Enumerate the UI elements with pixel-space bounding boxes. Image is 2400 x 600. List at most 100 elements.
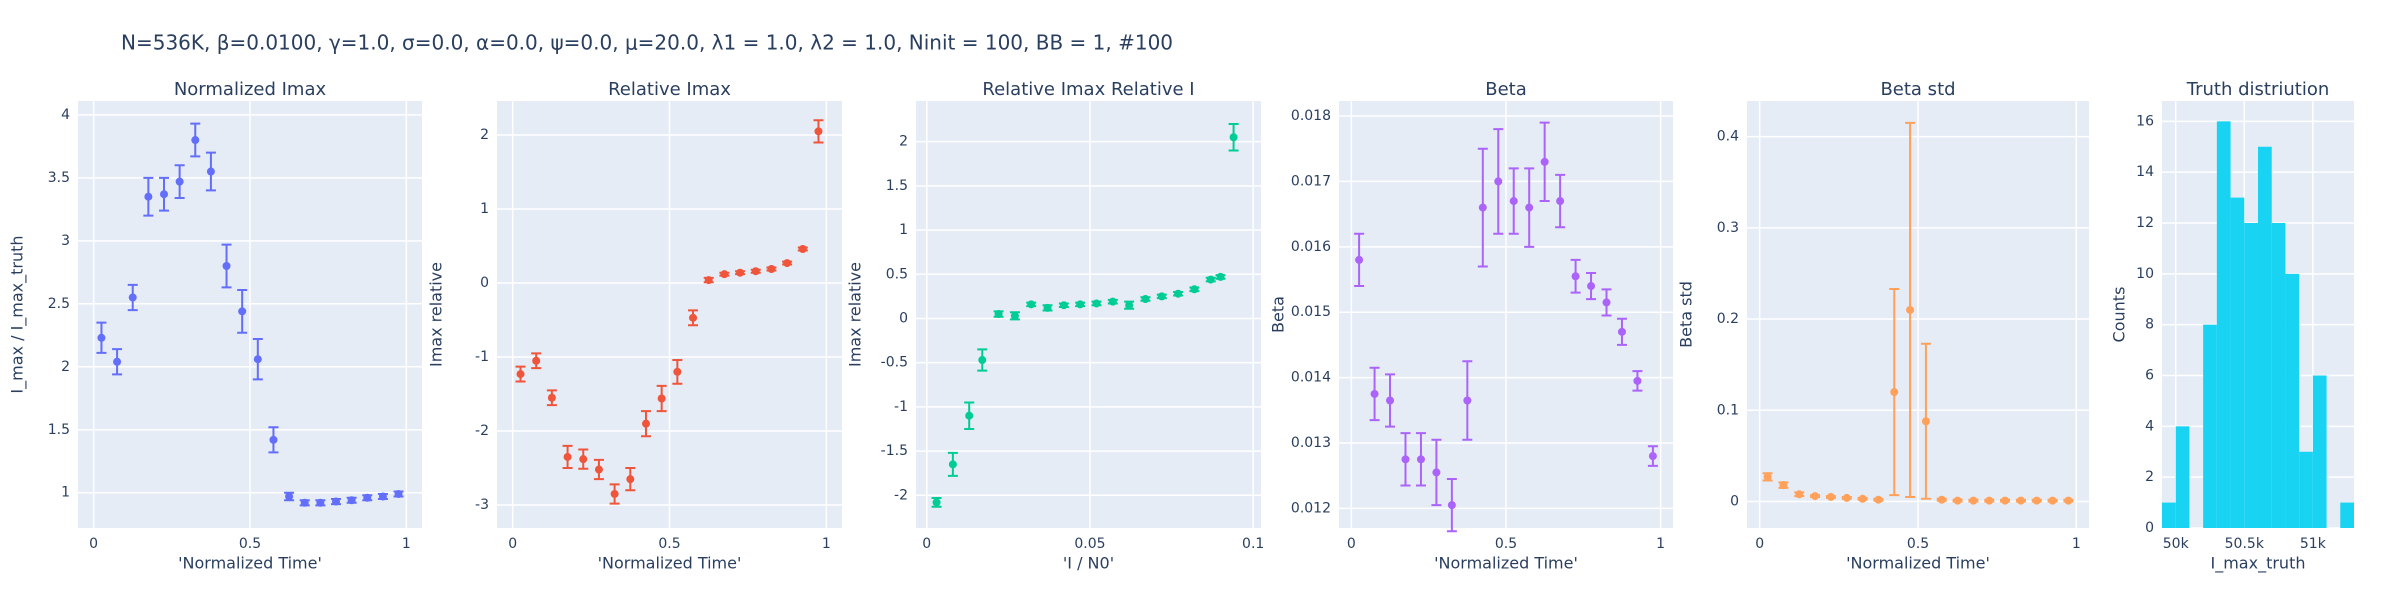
x-axis-title: 'I / N0' [1063, 554, 1114, 573]
point [1141, 295, 1150, 304]
point [1763, 472, 1772, 481]
point [704, 276, 713, 285]
subplot-title: Relative Imax Relative I [982, 79, 1194, 100]
x-tick-label: 0 [922, 536, 931, 552]
bar [2312, 375, 2327, 528]
y-tick-label: 0 [1730, 494, 1739, 510]
point [1633, 376, 1642, 385]
y-tick-label: 0.1 [1717, 402, 1739, 418]
point [2048, 496, 2057, 505]
y-tick-label: 0 [480, 275, 489, 291]
point [948, 460, 957, 469]
bar [2162, 502, 2176, 528]
y-tick-label: 0.018 [1291, 108, 1331, 124]
y-tick-label: 2 [480, 127, 489, 143]
point [1386, 396, 1395, 405]
x-axis-title: 'Normalized Time' [598, 554, 742, 573]
point [332, 497, 340, 506]
bar [2340, 502, 2354, 528]
point [783, 259, 792, 268]
y-tick-label: 0.014 [1291, 370, 1331, 386]
point [751, 267, 760, 276]
y-tick-label: 2 [2145, 469, 2154, 485]
point [1092, 299, 1101, 308]
point [1370, 389, 1379, 398]
y-tick-label: 1 [480, 201, 489, 217]
x-tick-label: 0 [89, 536, 98, 552]
point [1874, 495, 1883, 504]
point [1027, 300, 1036, 309]
point [1779, 481, 1788, 490]
point [1937, 495, 1946, 504]
x-axis-title: 'Normalized Time' [1846, 554, 1990, 573]
y-tick-label: 2 [61, 359, 70, 375]
point [516, 370, 525, 379]
point [932, 498, 941, 507]
point [1447, 501, 1456, 510]
y-tick-label: 0.4 [1717, 129, 1739, 145]
point [1059, 301, 1068, 310]
point [394, 489, 403, 498]
point [97, 333, 106, 342]
point [378, 492, 387, 501]
point [1525, 203, 1534, 212]
x-axis-title: I_max_truth [2211, 554, 2306, 574]
bar [2244, 223, 2258, 528]
y-tick-label: -1 [894, 399, 908, 415]
y-tick-label: 10 [2136, 266, 2154, 282]
point [1826, 492, 1835, 501]
x-tick-label: 1 [2072, 536, 2081, 552]
x-tick-label: 0.05 [1074, 536, 1105, 552]
point [657, 394, 666, 403]
point [1602, 298, 1611, 307]
x-tick-label: 51k [2300, 536, 2327, 552]
y-tick-label: 12 [2136, 215, 2154, 231]
bar [2216, 121, 2231, 528]
y-tick-label: 0.015 [1291, 304, 1331, 320]
point [285, 492, 294, 501]
point [965, 411, 974, 420]
y-tick-label: 0.5 [886, 266, 908, 282]
point [720, 270, 729, 279]
y-tick-label: 3 [61, 233, 70, 249]
y-axis-title: I_max / I_max_truth [8, 235, 28, 393]
y-tick-label: -2 [475, 423, 489, 439]
point [1229, 133, 1238, 142]
point [253, 355, 262, 364]
y-tick-label: 0 [899, 310, 908, 326]
point [2032, 496, 2041, 505]
point [1811, 492, 1820, 501]
y-tick-label: 4 [61, 107, 70, 123]
point [2016, 496, 2025, 505]
point [2001, 496, 2010, 505]
y-tick-label: 2.5 [48, 296, 70, 312]
x-tick-label: 0.5 [239, 536, 261, 552]
point [1401, 455, 1410, 464]
y-tick-label: 8 [2145, 317, 2154, 333]
point [610, 489, 619, 498]
point [1043, 303, 1052, 312]
y-tick-label: 3.5 [48, 170, 70, 186]
y-tick-label: -2 [894, 487, 908, 503]
point [1906, 305, 1915, 314]
point [1190, 285, 1199, 294]
point [1432, 468, 1441, 477]
y-tick-label: 0.016 [1291, 239, 1331, 255]
y-tick-label: 1 [899, 222, 908, 238]
x-tick-label: 0 [1755, 536, 1764, 552]
point [191, 136, 200, 145]
y-tick-label: -0.5 [881, 355, 908, 371]
point [2064, 496, 2073, 505]
point [206, 167, 215, 176]
point [641, 419, 650, 428]
point [1076, 300, 1085, 309]
point [1648, 452, 1657, 461]
y-tick-label: 0.3 [1717, 220, 1739, 236]
y-tick-label: 2 [899, 134, 908, 150]
point [1355, 255, 1364, 264]
x-tick-label: 0 [1347, 536, 1356, 552]
point [1494, 177, 1503, 186]
point [579, 455, 588, 464]
